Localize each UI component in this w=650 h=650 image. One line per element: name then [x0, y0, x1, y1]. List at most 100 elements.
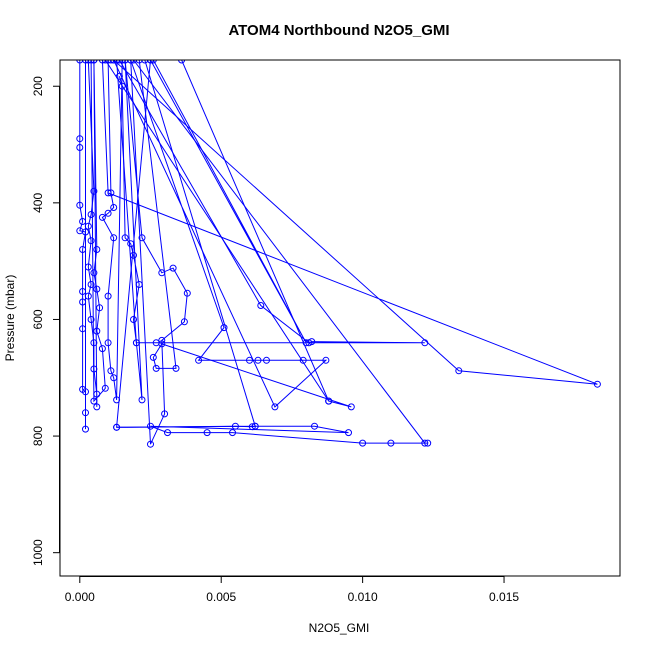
data-point-8-0: [110, 60, 118, 64]
x-tick-label-2: 0.010: [348, 590, 378, 604]
data-point-8-4: [98, 60, 106, 64]
data-point-0-9: [79, 298, 87, 306]
data-point-11-0: [141, 60, 149, 64]
data-point-6-2: [195, 356, 203, 364]
data-point-0-0: [76, 60, 84, 64]
data-point-3-2: [110, 204, 118, 211]
data-point-2-9: [87, 60, 95, 64]
data-point-0-14: [82, 425, 89, 433]
data-point-1-8: [87, 316, 95, 323]
data-point-1-10: [90, 365, 98, 373]
data-point-4-0: [115, 72, 123, 80]
data-point-5-3: [169, 264, 177, 272]
data-point-9-0: [101, 60, 109, 64]
data-point-11-1: [251, 422, 259, 430]
data-point-4-5: [135, 281, 143, 288]
x-tick-label-0: 0.000: [65, 590, 95, 604]
series-line-0: [79, 60, 87, 430]
x-tick-label-3: 0.015: [489, 590, 519, 604]
data-point-1-9: [90, 339, 98, 347]
x-axis: 0.000 0.005 0.010 0.015: [65, 576, 519, 604]
series-line-13: [110, 60, 330, 402]
data-point-2-2: [90, 269, 98, 277]
data-point-9-4: [149, 353, 157, 361]
data-point-2-0: [90, 60, 98, 64]
data-point-0-7: [79, 246, 87, 253]
data-point-10-5: [345, 429, 352, 437]
data-point-2-6: [98, 345, 106, 353]
data-point-5-7: [161, 410, 169, 418]
data-point-13-2: [325, 397, 333, 405]
data-point-3-3: [104, 209, 112, 217]
data-point-1-0: [84, 60, 92, 64]
y-axis: 200 400 600 800 1000: [31, 76, 60, 566]
data-point-4-2: [121, 234, 129, 242]
data-point-10-8: [203, 429, 211, 437]
data-point-2-7: [101, 384, 109, 392]
series-line-3: [101, 60, 123, 400]
data-point-11-2: [113, 423, 121, 431]
data-point-0-15: [82, 60, 89, 64]
data-point-4-6: [130, 316, 137, 323]
data-point-2-1: [93, 246, 101, 253]
data-point-0-10: [79, 325, 87, 333]
data-point-10-10: [359, 439, 367, 447]
data-point-2-4: [96, 304, 104, 312]
data-point-6-0: [127, 60, 135, 64]
y-tick-label-1: 400: [31, 193, 45, 213]
data-point-10-4: [311, 422, 318, 430]
data-point-3-0: [104, 60, 112, 64]
data-point-3-10: [113, 396, 121, 404]
data-point-0-2: [76, 144, 84, 151]
data-point-5-5: [180, 318, 188, 326]
data-point-0-4: [79, 218, 87, 225]
data-point-6-5: [263, 356, 270, 364]
data-point-5-2: [158, 269, 166, 277]
data-point-1-11: [93, 390, 101, 398]
data-point-7-6: [132, 339, 140, 347]
data-point-0-8: [79, 288, 87, 295]
data-point-8-3: [104, 189, 112, 197]
data-point-3-6: [104, 292, 112, 300]
y-tick-label-0: 200: [31, 76, 45, 96]
data-point-7-1: [257, 302, 265, 309]
x-axis-label: N2O5_GMI: [309, 621, 370, 635]
data-point-4-4: [130, 251, 137, 259]
data-point-9-2: [347, 403, 355, 411]
y-tick-label-2: 600: [31, 309, 45, 329]
data-point-5-0: [121, 60, 129, 64]
data-point-5-4: [183, 289, 191, 297]
data-point-10-2: [248, 423, 256, 431]
data-point-10-14: [130, 60, 137, 64]
data-point-1-4: [87, 237, 95, 245]
data-point-5-8: [147, 440, 154, 448]
data-point-8-2: [593, 380, 601, 388]
data-point-3-9: [110, 374, 118, 382]
data-point-3-11: [118, 60, 126, 64]
data-point-10-1: [231, 422, 239, 430]
data-point-0-13: [82, 409, 89, 417]
data-point-12-0: [149, 60, 157, 64]
data-point-10-6: [147, 422, 154, 430]
data-point-0-6: [82, 228, 89, 236]
data-point-1-1: [90, 187, 98, 195]
data-point-3-4: [98, 213, 106, 221]
data-point-0-1: [76, 135, 84, 143]
data-point-6-7: [322, 356, 330, 364]
data-point-9-6: [172, 364, 180, 372]
data-point-7-7: [113, 60, 121, 64]
data-point-12-1: [302, 339, 310, 347]
data-point-10-12: [424, 439, 432, 447]
data-point-2-8: [90, 397, 98, 405]
data-point-1-12: [93, 403, 101, 411]
data-point-9-7: [135, 60, 143, 64]
data-point-6-1: [220, 324, 228, 332]
data-point-3-1: [107, 189, 115, 197]
series-line-1: [87, 60, 98, 407]
data-point-3-5: [110, 234, 118, 242]
data-point-5-6: [158, 336, 166, 344]
data-point-9-3: [158, 340, 166, 348]
data-point-7-0: [115, 60, 123, 64]
y-tick-label-4: 1000: [31, 539, 45, 566]
